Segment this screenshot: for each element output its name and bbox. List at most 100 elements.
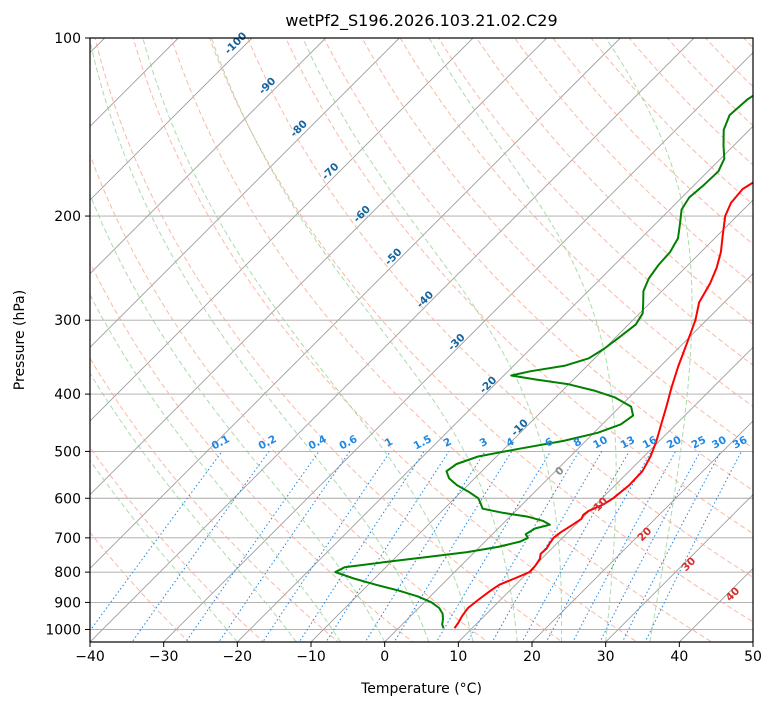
dry-adiabat-line (209, 38, 753, 623)
mixing-ratio-line (466, 451, 580, 642)
moist-adiabat-line (90, 293, 341, 642)
moist-adiabat-line (90, 193, 386, 642)
mixing-ratio-label: 0.4 (307, 433, 329, 452)
x-axis-title: Temperature (°C) (360, 681, 482, 697)
dry-adiabat-line (132, 38, 638, 642)
x-tick-label: −10 (296, 649, 326, 665)
isotherm-line (384, 273, 753, 642)
mixing-ratio-line (262, 451, 391, 642)
isotherm-line (458, 346, 753, 642)
mixing-ratio-line (218, 451, 351, 642)
isotherm-line (90, 38, 621, 569)
dry-adiabat-line (90, 531, 190, 642)
mixing-ratio-label: 25 (690, 434, 709, 451)
x-tick-label: 20 (523, 649, 541, 665)
mixing-ratio-line (393, 451, 513, 642)
y-tick-label: 400 (54, 387, 81, 403)
isotherm-label: -10 (509, 417, 531, 439)
isotherm-label: -20 (477, 374, 499, 396)
axes: −40 −30 −20 −10 0 10 20 30 40 5010009008007006005… (45, 31, 762, 665)
moist-adiabat-line (302, 38, 563, 642)
isotherm-line (90, 38, 400, 348)
isotherm-line (531, 420, 753, 642)
x-tick-label: 50 (744, 649, 762, 665)
mixing-ratio-line (298, 451, 425, 642)
dry-adiabat-line (361, 38, 753, 449)
mixing-ratio-line (435, 451, 552, 642)
x-tick-label: −20 (223, 649, 253, 665)
x-tick-label: 0 (380, 649, 389, 665)
y-tick-label: 200 (54, 209, 81, 225)
chart-title: wetPf2_S196.2026.103.21.02.C29 (285, 11, 557, 31)
moist-adiabat-line (210, 38, 518, 642)
isotherm-line (237, 125, 753, 642)
dry-adiabat-line (94, 38, 564, 642)
isotherm-line (679, 567, 753, 642)
dry-adiabat-line (90, 357, 339, 642)
x-tick-label: 30 (597, 649, 615, 665)
isotherm-label: -30 (446, 332, 468, 354)
mixing-ratio-line (90, 451, 223, 632)
y-tick-label: 300 (54, 313, 81, 329)
moist-adiabat-line (90, 372, 297, 642)
dry-adiabat-line (285, 38, 753, 535)
isotherm-line (752, 641, 753, 642)
isotherm-line (605, 494, 753, 642)
dry-adiabat-line (514, 38, 753, 285)
mixing-ratio-line (621, 451, 722, 642)
mixing-ratio-label: 0.2 (257, 433, 279, 452)
curve-labels: 0.1 0.2 0.4 0.6 1 1.5 2 3 4 6 8 10 13 16 20 25 30 36-100-… (210, 30, 750, 604)
y-tick-label: 900 (54, 595, 81, 611)
dry-adiabat-line (170, 38, 713, 642)
isotherm-label: -80 (288, 118, 310, 140)
data-series (334, 94, 753, 629)
moist-adiabat-line (605, 38, 693, 642)
isotherm-line (310, 199, 753, 642)
dry-adiabat-line (476, 38, 753, 326)
dewpoint-line (334, 94, 753, 629)
moist-adiabat-line (142, 38, 474, 642)
temperature-line (453, 181, 753, 629)
mixing-ratio-label: 16 (641, 434, 660, 451)
dry-adiabat-line (90, 446, 265, 642)
mixing-ratio-label: 36 (731, 434, 750, 451)
mixing-ratio-label: 10 (591, 434, 610, 451)
dry-adiabat-line (247, 38, 753, 578)
mixing-ratio-line (599, 451, 701, 642)
y-tick-label: 800 (54, 565, 81, 581)
moist-adiabat-line (90, 459, 238, 642)
dry-adiabat-line (323, 38, 753, 492)
mixing-ratio-label: 13 (619, 434, 638, 451)
mixing-ratio-label: 0.1 (210, 433, 232, 452)
y-tick-label: 100 (54, 31, 81, 47)
plot-frame (89, 37, 754, 643)
isotherm-label: 0 (553, 465, 567, 479)
y-tick-label: 600 (54, 491, 81, 507)
isotherm-label: -60 (351, 203, 373, 225)
x-tick-label: −40 (75, 649, 105, 665)
mixing-ratio-line (545, 451, 652, 642)
isotherm-label: -40 (414, 289, 436, 311)
isotherm-line (90, 38, 326, 275)
isotherm-line (90, 38, 695, 642)
mixing-ratio-line (131, 451, 270, 642)
isotherm-label: -100 (222, 30, 249, 57)
isotherm-line (163, 52, 753, 642)
moist-adiabat-line (428, 38, 617, 642)
dry-adiabat-line (90, 153, 489, 642)
moist-adiabat-line (90, 38, 430, 642)
dry-adiabat-line (399, 38, 753, 408)
mixing-ratio-label: 3 (478, 436, 490, 450)
y-tick-label: 500 (54, 444, 81, 460)
mixing-ratio-line (185, 451, 320, 642)
y-tick-label: 1000 (45, 622, 81, 638)
dry-adiabat-line (590, 38, 753, 206)
isotherm-label: -90 (256, 75, 278, 97)
y-axis-title: Pressure (hPa) (12, 290, 28, 390)
dry-adiabat-line (90, 261, 414, 642)
mixing-ratio-line (325, 451, 450, 642)
mixing-ratio-label: 1 (383, 436, 395, 450)
x-tick-label: 10 (449, 649, 467, 665)
isotherm-line (90, 38, 474, 422)
